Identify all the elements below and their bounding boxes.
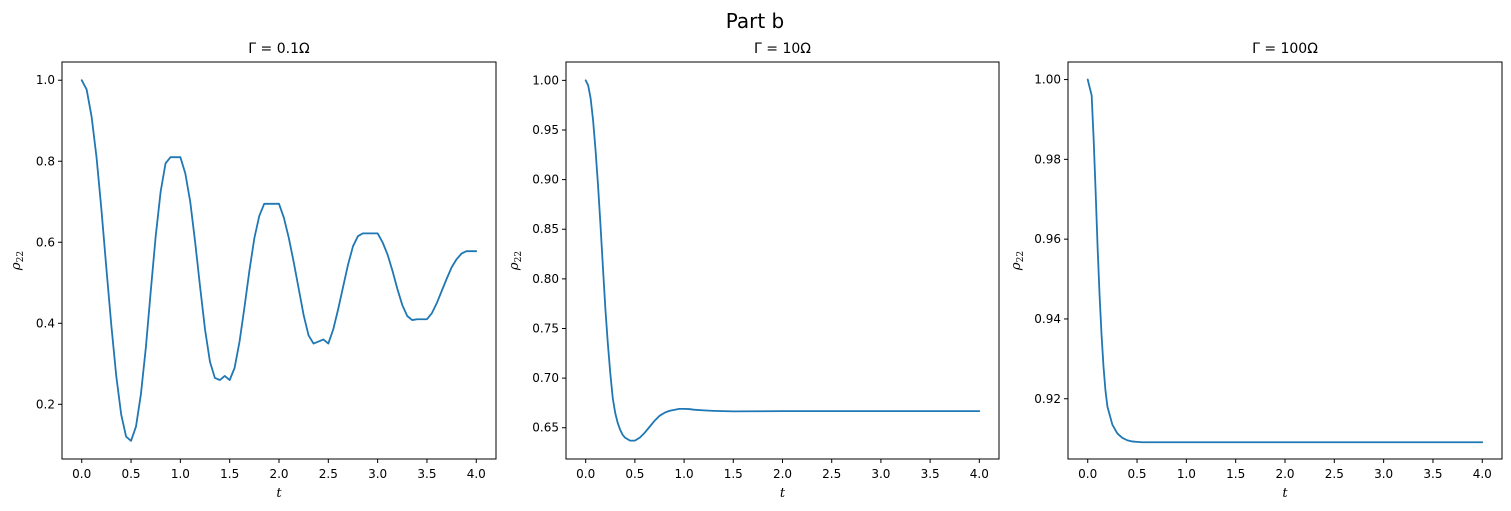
y-tick-label: 0.2 xyxy=(36,397,55,411)
x-tick-label: 3.0 xyxy=(1374,467,1393,481)
y-tick-label: 0.85 xyxy=(532,222,559,236)
chart-title: Γ = 0.1Ω xyxy=(248,41,310,57)
series-line-1 xyxy=(80,79,478,442)
chart-panel-3: Γ = 100Ω 0.0 0.5 1.0 1.5 2.0 2.5 3.0 3.5 4.0 0.92 0… xyxy=(1009,41,1503,501)
y-axis-label: ρ22 xyxy=(9,251,26,271)
x-axis-label: t xyxy=(1282,486,1288,501)
x-tick-label: 2.5 xyxy=(319,467,338,481)
x-tick-label: 1.0 xyxy=(675,467,694,481)
x-tick-label: 4.0 xyxy=(970,467,989,481)
x-tick-label: 3.5 xyxy=(1423,467,1442,481)
plot-frame xyxy=(61,61,497,460)
x-tick-label: 2.5 xyxy=(822,467,841,481)
y-tick-label: 1.00 xyxy=(532,73,559,87)
x-tick-label: 2.5 xyxy=(1325,467,1344,481)
x-tick-label: 1.5 xyxy=(724,467,743,481)
y-axis-label: ρ22 xyxy=(507,251,524,271)
figure-suptitle: Part b xyxy=(726,9,785,33)
x-tick-label: 1.5 xyxy=(1226,467,1245,481)
x-axis-label: t xyxy=(780,486,786,501)
y-tick-label: 0.90 xyxy=(532,173,559,187)
x-tick-label: 2.0 xyxy=(269,467,288,481)
chart-title: Γ = 10Ω xyxy=(754,41,811,57)
chart-panel-2: Γ = 10Ω 0.0 0.5 1.0 1.5 2.0 2.5 3.0 3.5 4.0 0.65 0.… xyxy=(507,41,1000,501)
x-axis-label: t xyxy=(276,486,282,501)
y-tick-label: 0.92 xyxy=(1034,392,1061,406)
x-tick-label: 2.0 xyxy=(773,467,792,481)
y-tick-label: 0.8 xyxy=(36,154,55,168)
plot-frame xyxy=(565,61,1000,460)
x-tick-label: 0.5 xyxy=(121,467,140,481)
x-tick-label: 1.0 xyxy=(171,467,190,481)
series-line-1 xyxy=(584,79,981,442)
x-tick-label: 2.0 xyxy=(1275,467,1294,481)
x-tick-label: 1.5 xyxy=(220,467,239,481)
plot-frame xyxy=(1067,61,1503,460)
x-tick-label: 3.0 xyxy=(368,467,387,481)
y-tick-label: 0.4 xyxy=(36,316,55,330)
y-tick-label: 0.70 xyxy=(532,371,559,385)
charts-layer: Γ = 0.1Ω 0.0 0.5 1.0 1.5 2.0 2.5 3.0 3.5 4.0 0.2 0.… xyxy=(9,41,1503,501)
y-tick-label: 0.80 xyxy=(532,272,559,286)
y-tick-label: 1.00 xyxy=(1034,73,1061,87)
x-tick-label: 0.5 xyxy=(625,467,644,481)
y-tick-label: 0.96 xyxy=(1034,232,1061,246)
x-tick-label: 3.5 xyxy=(921,467,940,481)
y-tick-label: 0.94 xyxy=(1034,312,1061,326)
x-tick-label: 4.0 xyxy=(467,467,486,481)
x-tick-label: 4.0 xyxy=(1473,467,1492,481)
chart-panel-1: Γ = 0.1Ω 0.0 0.5 1.0 1.5 2.0 2.5 3.0 3.5 4.0 0.2 0.… xyxy=(9,41,497,501)
x-tick-label: 0.0 xyxy=(1078,467,1097,481)
x-tick-label: 0.0 xyxy=(72,467,91,481)
y-tick-label: 0.75 xyxy=(532,321,559,335)
x-tick-label: 3.0 xyxy=(871,467,890,481)
y-tick-label: 0.98 xyxy=(1034,152,1061,166)
y-axis-label: ρ22 xyxy=(1009,251,1026,271)
y-tick-label: 0.65 xyxy=(532,421,559,435)
y-tick-label: 1.0 xyxy=(36,73,55,87)
x-tick-label: 0.0 xyxy=(576,467,595,481)
x-tick-label: 0.5 xyxy=(1127,467,1146,481)
x-tick-label: 3.5 xyxy=(417,467,436,481)
chart-title: Γ = 100Ω xyxy=(1252,41,1318,57)
y-tick-label: 0.95 xyxy=(532,123,559,137)
y-tick-label: 0.6 xyxy=(36,235,55,249)
x-tick-label: 1.0 xyxy=(1177,467,1196,481)
series-line-1 xyxy=(1086,78,1484,444)
